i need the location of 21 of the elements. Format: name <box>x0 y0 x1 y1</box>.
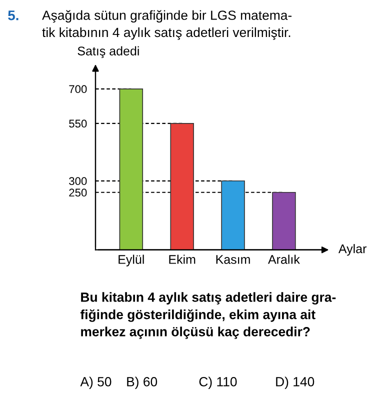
y-axis-title: Satış adedi <box>78 46 139 58</box>
bar <box>170 122 194 250</box>
x-tick-label: Eylül <box>118 254 144 266</box>
y-tick-label: 550 <box>69 120 87 128</box>
text: Bu kitabın 4 aylık satış adetleri daire gra- fiğinde gösterildiğinde, ekim ayına ait merkez açının ölçüsü kaç derecedir? <box>80 292 336 339</box>
text: 5. <box>8 10 18 20</box>
x-tick-label: Ekim <box>169 254 196 264</box>
x-axis-title: Aylar <box>338 244 367 256</box>
x-tick-label: Kasım <box>216 255 250 264</box>
bar <box>119 88 144 250</box>
y-tick-label: 300 <box>69 177 87 186</box>
text: C) 110 <box>199 376 237 389</box>
y-tick-label: 250 <box>69 188 87 197</box>
text: D) 140 <box>276 376 314 389</box>
text: A) 50 <box>80 376 112 389</box>
bar <box>272 192 296 250</box>
text: B) 60 <box>127 376 158 389</box>
bar <box>221 180 245 250</box>
chart-title: Aşağıda sütun grafiğinde bir LGS matema- tik kitabının 4 aylık satış adetleri verilmiştir. <box>42 10 292 40</box>
x-tick-label: Aralık <box>268 254 300 264</box>
y-tick-label: 700 <box>69 85 87 94</box>
